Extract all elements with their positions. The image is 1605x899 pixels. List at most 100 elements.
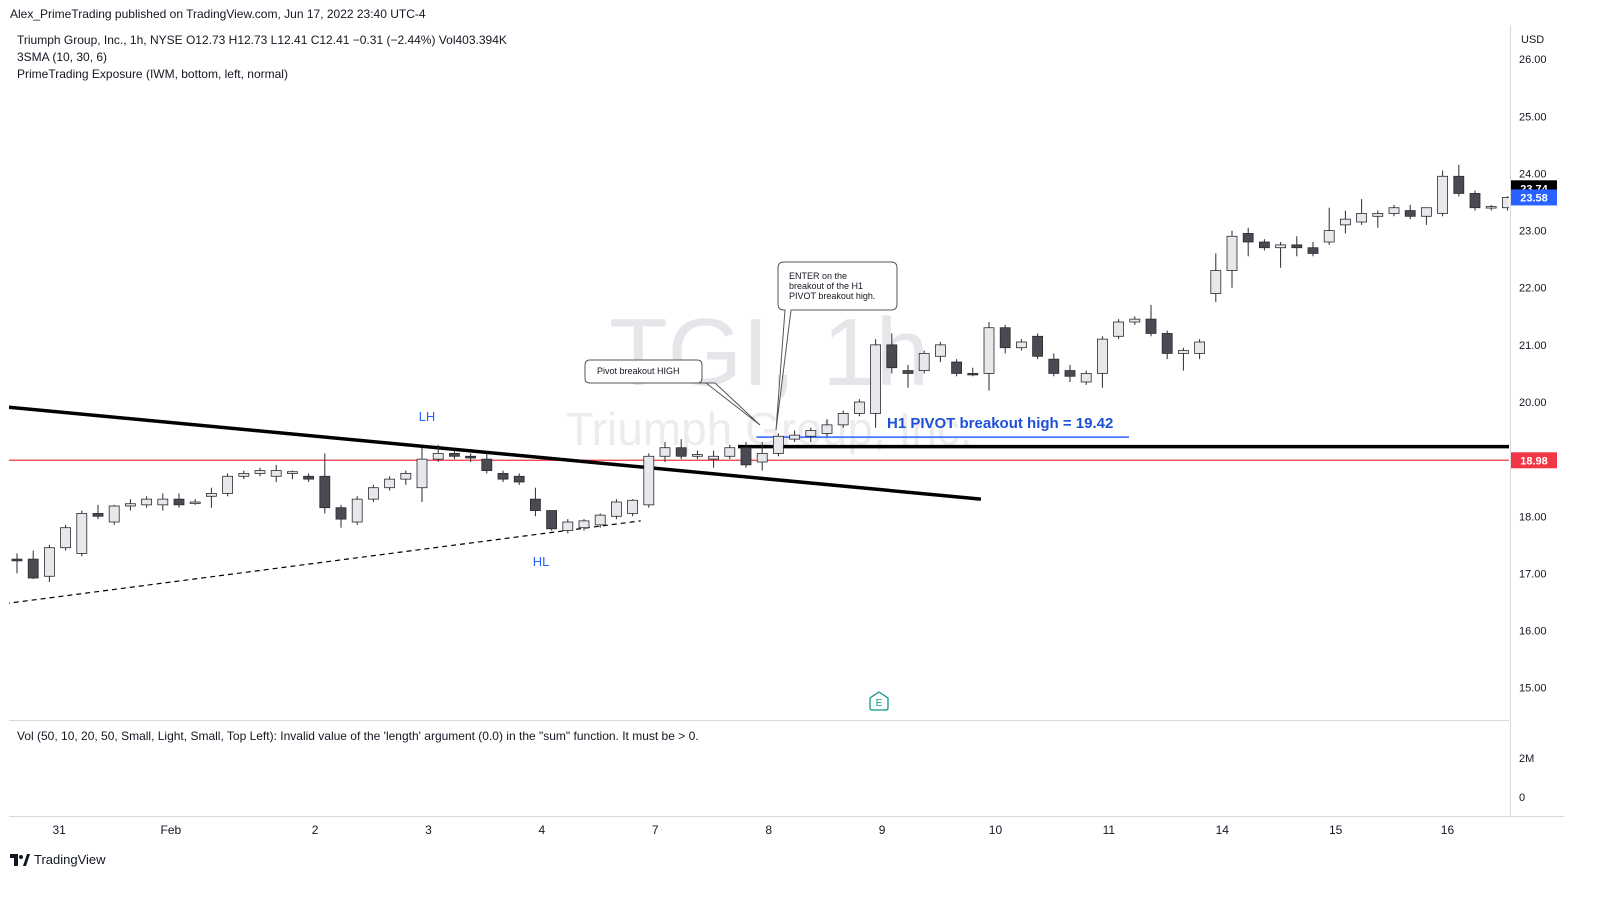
currency-label: USD [1521, 34, 1544, 46]
price-tick-label: 24.00 [1519, 168, 1547, 180]
candle-body [465, 455, 477, 459]
price-axis[interactable]: USD 26.00 25.00 24.00 23.00 22.00 21.00 20.00 1… [1510, 25, 1565, 816]
enter-callout-box[interactable] [775, 261, 898, 431]
candle [708, 450, 719, 468]
candle-body [967, 373, 979, 376]
legend-symbol-line[interactable]: Triumph Group, Inc., 1h, NYSE O12.73 H12… [17, 33, 507, 47]
candle [594, 513, 606, 528]
candle-body [594, 514, 606, 526]
candle-body [773, 435, 784, 454]
candle-body [611, 501, 622, 517]
tradingview-logo[interactable]: TradingView [10, 852, 106, 867]
price-tick-label: 25.00 [1519, 111, 1547, 123]
candle-body [546, 510, 557, 530]
candle [1097, 336, 1108, 388]
time-axis-scale[interactable]: 31 Feb 2 3 4 7 8 9 10 11 14 15 16 [9, 817, 1564, 844]
candle-body [870, 344, 881, 414]
candle-body [627, 499, 638, 514]
candle [1437, 170, 1448, 217]
candle-body [1064, 370, 1076, 377]
candle-body [1421, 207, 1432, 217]
candle [173, 493, 185, 508]
candle [692, 450, 703, 460]
candle-body [351, 498, 363, 523]
candle-body [1097, 338, 1108, 374]
candle-body [286, 471, 298, 474]
time-tick-label: 9 [879, 823, 886, 837]
price-axis-scale[interactable]: USD 26.00 25.00 24.00 23.00 22.00 21.00 20.00 1… [1511, 25, 1565, 816]
candle-body [530, 498, 541, 511]
candle [1259, 239, 1270, 251]
candle [627, 499, 638, 517]
candle-body [692, 454, 703, 457]
legend-sma-line[interactable]: 3SMA (10, 30, 6) [17, 50, 108, 64]
candle [789, 430, 800, 442]
candle-body [1307, 247, 1319, 254]
pivot-callout-box[interactable] [584, 359, 761, 426]
time-tick-label: 7 [652, 823, 659, 837]
candle-body [60, 527, 71, 549]
candle-body [1178, 350, 1189, 354]
candle-body [303, 475, 315, 480]
candle-body [205, 493, 217, 497]
candle-body [1080, 373, 1092, 383]
candle [11, 553, 23, 574]
candle [448, 450, 460, 460]
candle [659, 441, 671, 462]
candle [983, 322, 995, 391]
price-badge-bg [1511, 452, 1557, 469]
candle-body [481, 458, 493, 471]
candle-body [1210, 270, 1222, 294]
candle [918, 350, 930, 374]
candle-body [1275, 244, 1286, 249]
main-chart-pane[interactable]: TGI, 1h Triumph Group, Inc. LH HL Pivot … [9, 25, 1509, 719]
watermark-ticker: TGI, 1h [609, 299, 929, 406]
candle-body [918, 353, 930, 371]
candle [157, 493, 169, 511]
tradingview-logo-icon [10, 853, 30, 866]
candle-body [254, 470, 266, 474]
candle [902, 364, 914, 388]
candle [578, 519, 590, 531]
candle-body [821, 424, 833, 434]
price-tick-label: 22.00 [1519, 283, 1547, 295]
candle [1404, 204, 1416, 220]
price-badge: 18.98 [1511, 452, 1557, 469]
candle [303, 473, 315, 482]
candle [335, 504, 347, 528]
candle-body [1016, 341, 1027, 349]
candle [870, 339, 881, 428]
hl-label: HL [533, 554, 550, 569]
candle-body [562, 521, 574, 531]
candle-body [108, 505, 120, 523]
candle [1485, 204, 1497, 211]
time-axis[interactable]: 31 Feb 2 3 4 7 8 9 10 11 14 15 16 [9, 816, 1564, 844]
price-tick-label: 21.00 [1519, 340, 1547, 352]
earnings-marker[interactable]: E [869, 691, 889, 711]
candle [189, 499, 201, 505]
candle-body [416, 458, 428, 489]
candle [643, 453, 655, 508]
candle-body [497, 473, 509, 480]
candle [773, 433, 784, 457]
candle-body [578, 520, 590, 529]
candle-body [1372, 213, 1384, 217]
candle [821, 419, 833, 437]
price-chart[interactable]: TGI, 1h Triumph Group, Inc. LH HL Pivot … [9, 25, 1509, 719]
legend-exposure-line[interactable]: PrimeTrading Exposure (IWM, bottom, left… [17, 67, 288, 81]
candle-body [1145, 318, 1157, 334]
enter-callout-line-1: ENTER on the [789, 271, 847, 281]
earnings-icon: E [876, 698, 883, 709]
candle-body [1032, 335, 1043, 357]
candle-body [1323, 230, 1335, 243]
volume-pane[interactable]: Vol (50, 10, 20, 50, Small, Light, Small… [9, 720, 1509, 817]
candle-body [1469, 193, 1481, 209]
candle [319, 453, 331, 514]
candle [1502, 196, 1509, 211]
candle-body [1259, 241, 1270, 249]
candle [1307, 242, 1319, 257]
price-badge-label: 18.98 [1520, 455, 1548, 467]
candle-body [335, 507, 347, 520]
enter-callout-text: ENTER on the breakout of the H1 PIVOT br… [789, 271, 875, 301]
candle [740, 441, 752, 468]
